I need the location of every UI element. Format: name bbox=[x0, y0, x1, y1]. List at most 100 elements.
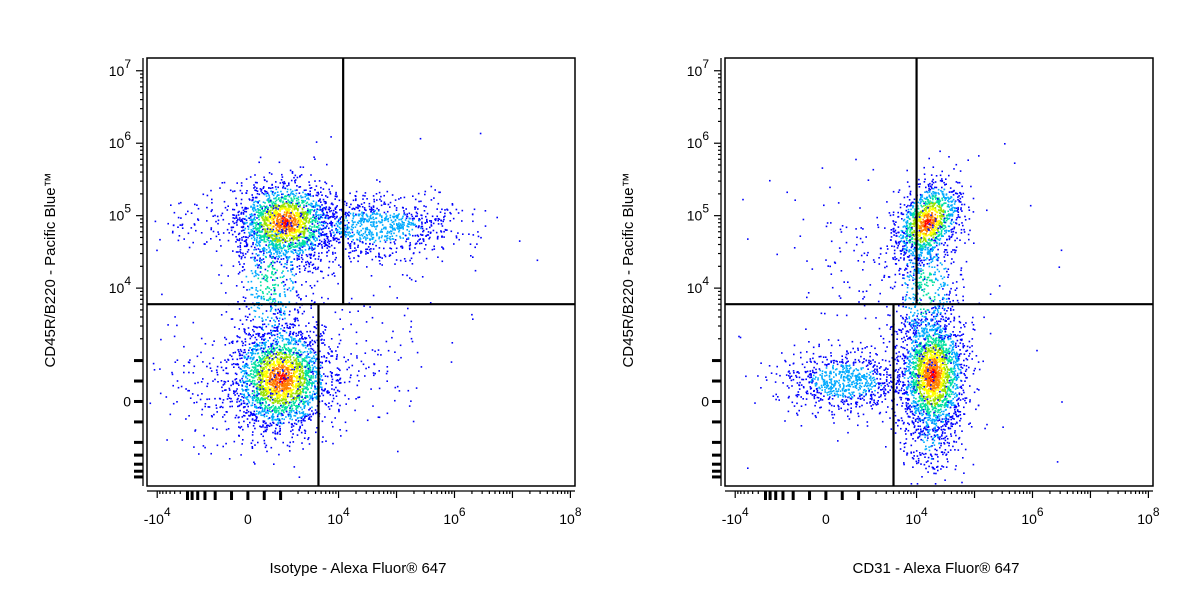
event-dot bbox=[262, 214, 264, 216]
event-dot bbox=[319, 382, 322, 384]
event-dot bbox=[214, 397, 216, 400]
event-dot bbox=[286, 188, 289, 191]
event-dot bbox=[301, 415, 304, 418]
event-dot bbox=[241, 192, 243, 195]
event-dot bbox=[262, 292, 264, 295]
event-dot bbox=[297, 358, 300, 361]
event-dot bbox=[298, 253, 301, 255]
event-dot bbox=[295, 206, 297, 208]
event-dot bbox=[255, 243, 257, 246]
event-dot bbox=[319, 206, 321, 208]
event-dot bbox=[268, 214, 271, 216]
event-dot bbox=[291, 227, 294, 230]
event-dot bbox=[316, 373, 318, 375]
event-dot bbox=[369, 215, 371, 218]
event-dot bbox=[307, 375, 310, 377]
event-dot bbox=[239, 367, 242, 370]
event-dot bbox=[222, 369, 225, 372]
event-dot bbox=[306, 396, 309, 398]
event-dot bbox=[339, 429, 341, 431]
event-dot bbox=[311, 205, 313, 208]
event-dot bbox=[291, 264, 294, 266]
event-dot bbox=[295, 362, 297, 365]
event-dot bbox=[302, 223, 304, 225]
event-dot bbox=[278, 400, 280, 403]
event-dot bbox=[303, 405, 306, 408]
event-dot bbox=[262, 391, 264, 394]
event-dot bbox=[289, 342, 291, 345]
event-dot bbox=[308, 203, 311, 206]
event-dot bbox=[243, 263, 245, 265]
event-dot bbox=[239, 354, 242, 356]
event-dot bbox=[236, 340, 239, 342]
event-dot bbox=[324, 388, 326, 390]
event-dot bbox=[276, 433, 279, 435]
event-dot bbox=[273, 225, 275, 228]
event-dot bbox=[257, 378, 259, 381]
event-dot bbox=[292, 373, 295, 376]
event-dot bbox=[289, 383, 291, 385]
event-dot bbox=[298, 331, 300, 333]
event-dot bbox=[279, 359, 282, 362]
event-dot bbox=[384, 226, 387, 229]
event-dot bbox=[310, 202, 312, 205]
event-dot bbox=[233, 190, 236, 192]
event-dot bbox=[260, 378, 262, 380]
event-dot bbox=[315, 219, 317, 221]
event-dot bbox=[311, 394, 313, 397]
event-dot bbox=[310, 217, 312, 220]
event-dot bbox=[300, 298, 302, 300]
event-dot bbox=[244, 315, 247, 318]
event-dot bbox=[330, 405, 333, 407]
event-dot bbox=[305, 212, 308, 215]
event-dot bbox=[275, 340, 278, 343]
event-dot bbox=[290, 228, 292, 230]
event-dot bbox=[321, 270, 323, 273]
event-dot bbox=[270, 368, 272, 371]
event-dot bbox=[274, 239, 277, 242]
event-dot bbox=[411, 215, 414, 218]
event-dot bbox=[300, 331, 302, 334]
event-dot bbox=[285, 213, 288, 216]
event-dot bbox=[267, 200, 270, 202]
event-dot bbox=[303, 240, 306, 243]
event-dot bbox=[315, 431, 317, 434]
event-dot bbox=[308, 265, 310, 268]
event-dot bbox=[298, 373, 301, 375]
event-dot bbox=[307, 193, 309, 195]
event-dot bbox=[331, 421, 333, 424]
event-dot bbox=[282, 338, 285, 341]
event-dot bbox=[323, 238, 326, 241]
event-dot bbox=[404, 219, 407, 221]
event-dot bbox=[372, 221, 375, 223]
event-dot bbox=[276, 229, 278, 231]
event-dot bbox=[294, 281, 297, 283]
event-dot bbox=[248, 332, 250, 335]
event-dot bbox=[245, 363, 248, 365]
event-dot bbox=[242, 361, 244, 363]
event-dot bbox=[276, 235, 278, 238]
event-dot bbox=[237, 349, 239, 351]
event-dot bbox=[288, 390, 290, 393]
event-dot bbox=[273, 369, 276, 372]
event-dot bbox=[291, 436, 293, 439]
event-dot bbox=[293, 414, 295, 417]
event-dot bbox=[238, 210, 240, 213]
event-dot bbox=[267, 323, 270, 326]
event-dot bbox=[292, 232, 295, 234]
event-dot bbox=[282, 258, 285, 260]
event-dot bbox=[439, 191, 441, 194]
event-dot bbox=[258, 211, 260, 214]
event-dot bbox=[285, 218, 288, 220]
event-dot bbox=[332, 253, 334, 255]
event-dot bbox=[242, 351, 245, 354]
event-dot bbox=[266, 428, 268, 431]
event-dot bbox=[259, 237, 262, 240]
event-dot bbox=[344, 248, 347, 250]
event-dot bbox=[311, 385, 313, 387]
event-dot bbox=[265, 355, 268, 357]
event-dot bbox=[298, 268, 301, 270]
event-dot bbox=[264, 234, 267, 236]
event-dot bbox=[267, 227, 269, 229]
event-dot bbox=[240, 226, 243, 228]
